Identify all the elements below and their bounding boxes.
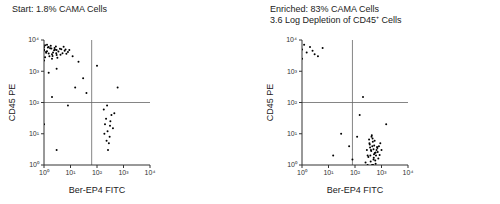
svg-text:10³: 10³ bbox=[376, 169, 387, 176]
svg-text:10⁴: 10⁴ bbox=[286, 36, 297, 43]
svg-text:10³: 10³ bbox=[118, 169, 129, 176]
html-text:3.6 Log Depletion of CD45⁺ Cel: 3.6 Log Depletion of CD45⁺ Cells bbox=[270, 15, 402, 25]
svg-text:10⁴: 10⁴ bbox=[145, 169, 156, 176]
svg-text:CD45 PE: CD45 PE bbox=[8, 84, 17, 122]
svg-text:10²: 10² bbox=[350, 169, 361, 176]
svg-text:10²: 10² bbox=[92, 169, 103, 176]
svg-text:10⁰: 10⁰ bbox=[297, 169, 308, 176]
svg-text:10⁰: 10⁰ bbox=[287, 161, 298, 168]
svg-text:10²: 10² bbox=[29, 99, 40, 106]
html-text:Enriched: 83% CAMA Cells: Enriched: 83% CAMA Cells bbox=[270, 4, 379, 14]
svg-text:10¹: 10¹ bbox=[65, 169, 76, 176]
svg-text:10¹: 10¹ bbox=[323, 169, 334, 176]
svg-text:10⁴: 10⁴ bbox=[28, 36, 39, 43]
svg-text:10⁰: 10⁰ bbox=[29, 161, 40, 168]
svg-text:10³: 10³ bbox=[287, 68, 298, 75]
svg-text:10²: 10² bbox=[287, 99, 298, 106]
svg-text:CD45 PE: CD45 PE bbox=[265, 84, 275, 122]
html-text:Start: 1.8% CAMA Cells: Start: 1.8% CAMA Cells bbox=[12, 4, 107, 14]
svg-text:10¹: 10¹ bbox=[29, 130, 40, 137]
svg-text:10⁰: 10⁰ bbox=[39, 169, 50, 176]
svg-text:Ber-EP4 FITC: Ber-EP4 FITC bbox=[69, 185, 126, 195]
svg-text:10¹: 10¹ bbox=[287, 130, 298, 137]
svg-text:10⁴: 10⁴ bbox=[403, 169, 414, 176]
svg-text:Ber-EP4 FITC: Ber-EP4 FITC bbox=[327, 185, 384, 195]
svg-text:10³: 10³ bbox=[29, 68, 40, 75]
